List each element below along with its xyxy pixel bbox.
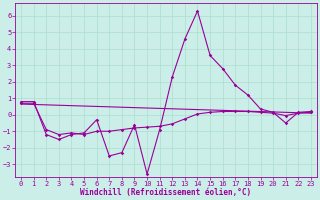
X-axis label: Windchill (Refroidissement éolien,°C): Windchill (Refroidissement éolien,°C): [80, 188, 252, 197]
